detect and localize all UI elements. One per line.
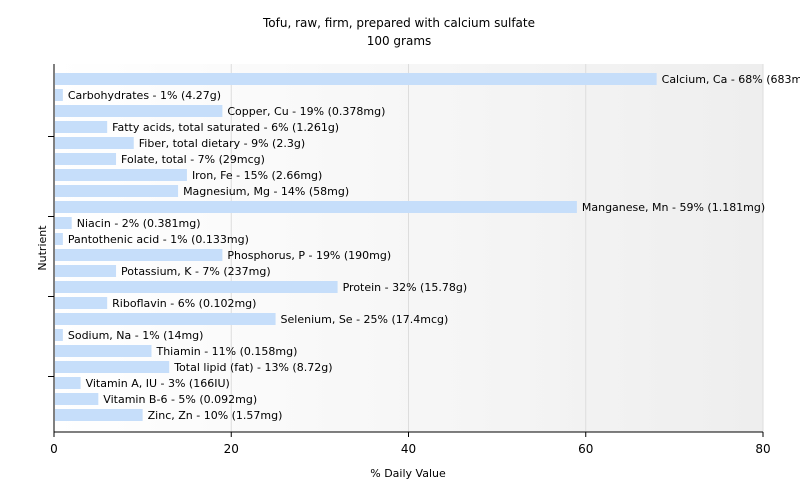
x-tick-labels: 0 20 40 60 80	[50, 442, 770, 456]
grid-lines	[230, 64, 764, 432]
bar-label: Carbohydrates - 1% (4.27g)	[68, 89, 221, 102]
x-tick-label: 20	[224, 442, 239, 456]
bar	[55, 393, 99, 405]
bar-label: Pantothenic acid - 1% (0.133mg)	[68, 233, 249, 246]
bar	[55, 121, 108, 133]
bar	[55, 217, 72, 229]
bar	[55, 409, 143, 421]
bar-labels: Calcium, Ca - 68% (683mg) Carbohydrates -…	[68, 73, 800, 422]
bar-label: Protein - 32% (15.78g)	[343, 281, 468, 294]
x-tick-label: 60	[578, 442, 593, 456]
bar-label: Total lipid (fat) - 13% (8.72g)	[173, 361, 332, 374]
bar-label: Magnesium, Mg - 14% (58mg)	[183, 185, 349, 198]
bar	[55, 201, 577, 213]
bar-label: Potassium, K - 7% (237mg)	[121, 265, 271, 278]
x-tick-label: 40	[401, 442, 416, 456]
x-tick-label: 80	[755, 442, 770, 456]
bar	[55, 377, 81, 389]
bar-label: Niacin - 2% (0.381mg)	[77, 217, 201, 230]
bar-label: Iron, Fe - 15% (2.66mg)	[192, 169, 322, 182]
axes	[48, 64, 764, 437]
chart-title: Tofu, raw, firm, prepared with calcium s…	[262, 16, 535, 30]
bar	[55, 345, 152, 357]
bars	[55, 73, 657, 421]
bar-label: Vitamin A, IU - 3% (166IU)	[86, 377, 230, 390]
bar-label: Fatty acids, total saturated - 6% (1.261…	[112, 121, 339, 134]
bar-label: Vitamin B-6 - 5% (0.092mg)	[103, 393, 257, 406]
x-axis-label: % Daily Value	[370, 467, 446, 480]
bar-label: Manganese, Mn - 59% (1.181mg)	[582, 201, 765, 214]
y-axis-label: Nutrient	[36, 225, 49, 271]
bar	[55, 281, 338, 293]
x-tick-label: 0	[50, 442, 58, 456]
bar	[55, 361, 170, 373]
bar	[55, 185, 179, 197]
bar	[55, 329, 63, 341]
bar-label: Folate, total - 7% (29mcg)	[121, 153, 265, 166]
bar	[55, 297, 108, 309]
bar	[55, 249, 223, 261]
bar-label: Copper, Cu - 19% (0.378mg)	[227, 105, 385, 118]
bar	[55, 89, 63, 101]
bar	[55, 233, 63, 245]
chart-subtitle: 100 grams	[367, 34, 432, 48]
bar-label: Fiber, total dietary - 9% (2.3g)	[139, 137, 305, 150]
bar	[55, 169, 187, 181]
bar	[55, 105, 223, 117]
bar-label: Phosphorus, P - 19% (190mg)	[227, 249, 391, 262]
bar-label: Zinc, Zn - 10% (1.57mg)	[148, 409, 283, 422]
bar-label: Calcium, Ca - 68% (683mg)	[662, 73, 800, 86]
bar-label: Sodium, Na - 1% (14mg)	[68, 329, 204, 342]
bar-label: Riboflavin - 6% (0.102mg)	[112, 297, 256, 310]
bar	[55, 137, 134, 149]
bar	[55, 73, 657, 85]
bar	[55, 153, 117, 165]
bar	[55, 313, 276, 325]
bar	[55, 265, 117, 277]
bar-label: Thiamin - 11% (0.158mg)	[155, 345, 297, 358]
bar-label: Selenium, Se - 25% (17.4mcg)	[281, 313, 449, 326]
